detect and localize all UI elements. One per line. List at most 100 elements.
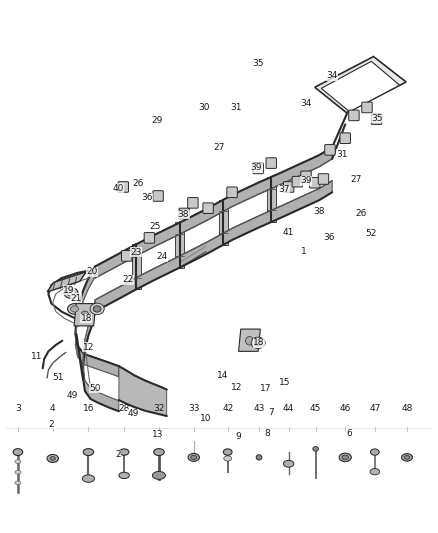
- Text: 20: 20: [86, 268, 98, 276]
- FancyBboxPatch shape: [371, 114, 382, 124]
- Text: 27: 27: [213, 143, 225, 152]
- Ellipse shape: [251, 337, 265, 349]
- Text: 38: 38: [177, 210, 189, 219]
- Polygon shape: [83, 301, 119, 411]
- FancyBboxPatch shape: [292, 176, 303, 187]
- FancyBboxPatch shape: [266, 158, 276, 168]
- Polygon shape: [321, 61, 399, 112]
- Text: 49: 49: [66, 391, 78, 400]
- Text: 27: 27: [350, 174, 362, 183]
- Text: 13: 13: [152, 430, 164, 439]
- Text: 10: 10: [200, 414, 212, 423]
- FancyBboxPatch shape: [349, 110, 359, 120]
- Ellipse shape: [223, 449, 232, 455]
- Text: 4: 4: [50, 405, 56, 414]
- Ellipse shape: [15, 460, 21, 464]
- Text: 36: 36: [141, 193, 153, 202]
- Text: 26: 26: [355, 209, 367, 218]
- Text: 29: 29: [152, 116, 163, 125]
- Text: 12: 12: [231, 383, 242, 392]
- Ellipse shape: [256, 455, 262, 460]
- Text: 34: 34: [326, 71, 338, 80]
- Ellipse shape: [188, 454, 199, 462]
- Text: 1: 1: [301, 247, 307, 256]
- Text: 8: 8: [264, 429, 270, 438]
- Text: 44: 44: [283, 405, 294, 414]
- Text: 41: 41: [283, 228, 294, 237]
- Text: 6: 6: [347, 429, 353, 438]
- Text: 35: 35: [371, 114, 382, 123]
- FancyBboxPatch shape: [325, 144, 335, 155]
- FancyBboxPatch shape: [179, 208, 189, 219]
- Text: 19: 19: [63, 286, 74, 295]
- Ellipse shape: [47, 455, 58, 463]
- Ellipse shape: [404, 456, 410, 459]
- Ellipse shape: [15, 470, 21, 474]
- Text: 38: 38: [313, 207, 325, 216]
- Ellipse shape: [283, 461, 294, 467]
- Text: 32: 32: [153, 405, 165, 414]
- Polygon shape: [239, 329, 260, 351]
- Text: 23: 23: [131, 248, 142, 257]
- Ellipse shape: [64, 288, 78, 298]
- Text: 31: 31: [231, 103, 242, 112]
- Ellipse shape: [342, 455, 349, 460]
- Text: 12: 12: [83, 343, 94, 352]
- Text: 47: 47: [369, 405, 381, 414]
- Ellipse shape: [370, 469, 380, 475]
- FancyBboxPatch shape: [310, 177, 320, 188]
- Ellipse shape: [50, 457, 55, 461]
- FancyBboxPatch shape: [187, 198, 198, 208]
- Ellipse shape: [67, 304, 81, 314]
- Text: 43: 43: [253, 405, 265, 414]
- Ellipse shape: [67, 290, 75, 296]
- Polygon shape: [95, 147, 332, 278]
- FancyBboxPatch shape: [203, 203, 213, 214]
- Ellipse shape: [71, 306, 78, 312]
- Text: 21: 21: [71, 294, 82, 303]
- Polygon shape: [95, 181, 332, 312]
- Ellipse shape: [81, 311, 89, 319]
- Text: 16: 16: [83, 405, 94, 414]
- FancyBboxPatch shape: [283, 182, 294, 192]
- FancyBboxPatch shape: [318, 174, 328, 184]
- Text: 15: 15: [279, 377, 291, 386]
- Ellipse shape: [191, 455, 197, 459]
- Ellipse shape: [152, 471, 166, 479]
- Text: 17: 17: [260, 384, 272, 393]
- Text: 39: 39: [300, 176, 312, 185]
- Text: 30: 30: [198, 103, 209, 112]
- FancyBboxPatch shape: [362, 102, 372, 113]
- Text: 37: 37: [279, 185, 290, 194]
- Polygon shape: [132, 244, 141, 289]
- FancyBboxPatch shape: [301, 171, 311, 182]
- Text: 46: 46: [339, 405, 351, 414]
- Ellipse shape: [154, 449, 164, 456]
- Text: 11: 11: [32, 352, 43, 361]
- Ellipse shape: [83, 449, 94, 456]
- Text: 51: 51: [52, 373, 64, 382]
- Ellipse shape: [371, 449, 379, 455]
- Text: 25: 25: [149, 222, 160, 231]
- Text: 39: 39: [251, 164, 262, 172]
- Ellipse shape: [90, 303, 104, 314]
- Text: 35: 35: [252, 60, 264, 68]
- Ellipse shape: [119, 472, 129, 479]
- Polygon shape: [74, 304, 96, 326]
- FancyBboxPatch shape: [340, 133, 350, 143]
- Text: 26: 26: [133, 179, 144, 188]
- Ellipse shape: [119, 449, 129, 455]
- Ellipse shape: [93, 306, 101, 312]
- Ellipse shape: [246, 336, 253, 345]
- Text: 33: 33: [188, 405, 199, 414]
- Text: 2: 2: [49, 420, 54, 429]
- FancyBboxPatch shape: [144, 232, 155, 243]
- Ellipse shape: [254, 340, 262, 346]
- FancyBboxPatch shape: [227, 187, 237, 198]
- Text: 50: 50: [89, 384, 101, 393]
- Ellipse shape: [13, 449, 23, 456]
- Ellipse shape: [15, 481, 21, 484]
- Polygon shape: [119, 366, 167, 416]
- Text: 42: 42: [222, 405, 233, 414]
- FancyBboxPatch shape: [121, 251, 132, 261]
